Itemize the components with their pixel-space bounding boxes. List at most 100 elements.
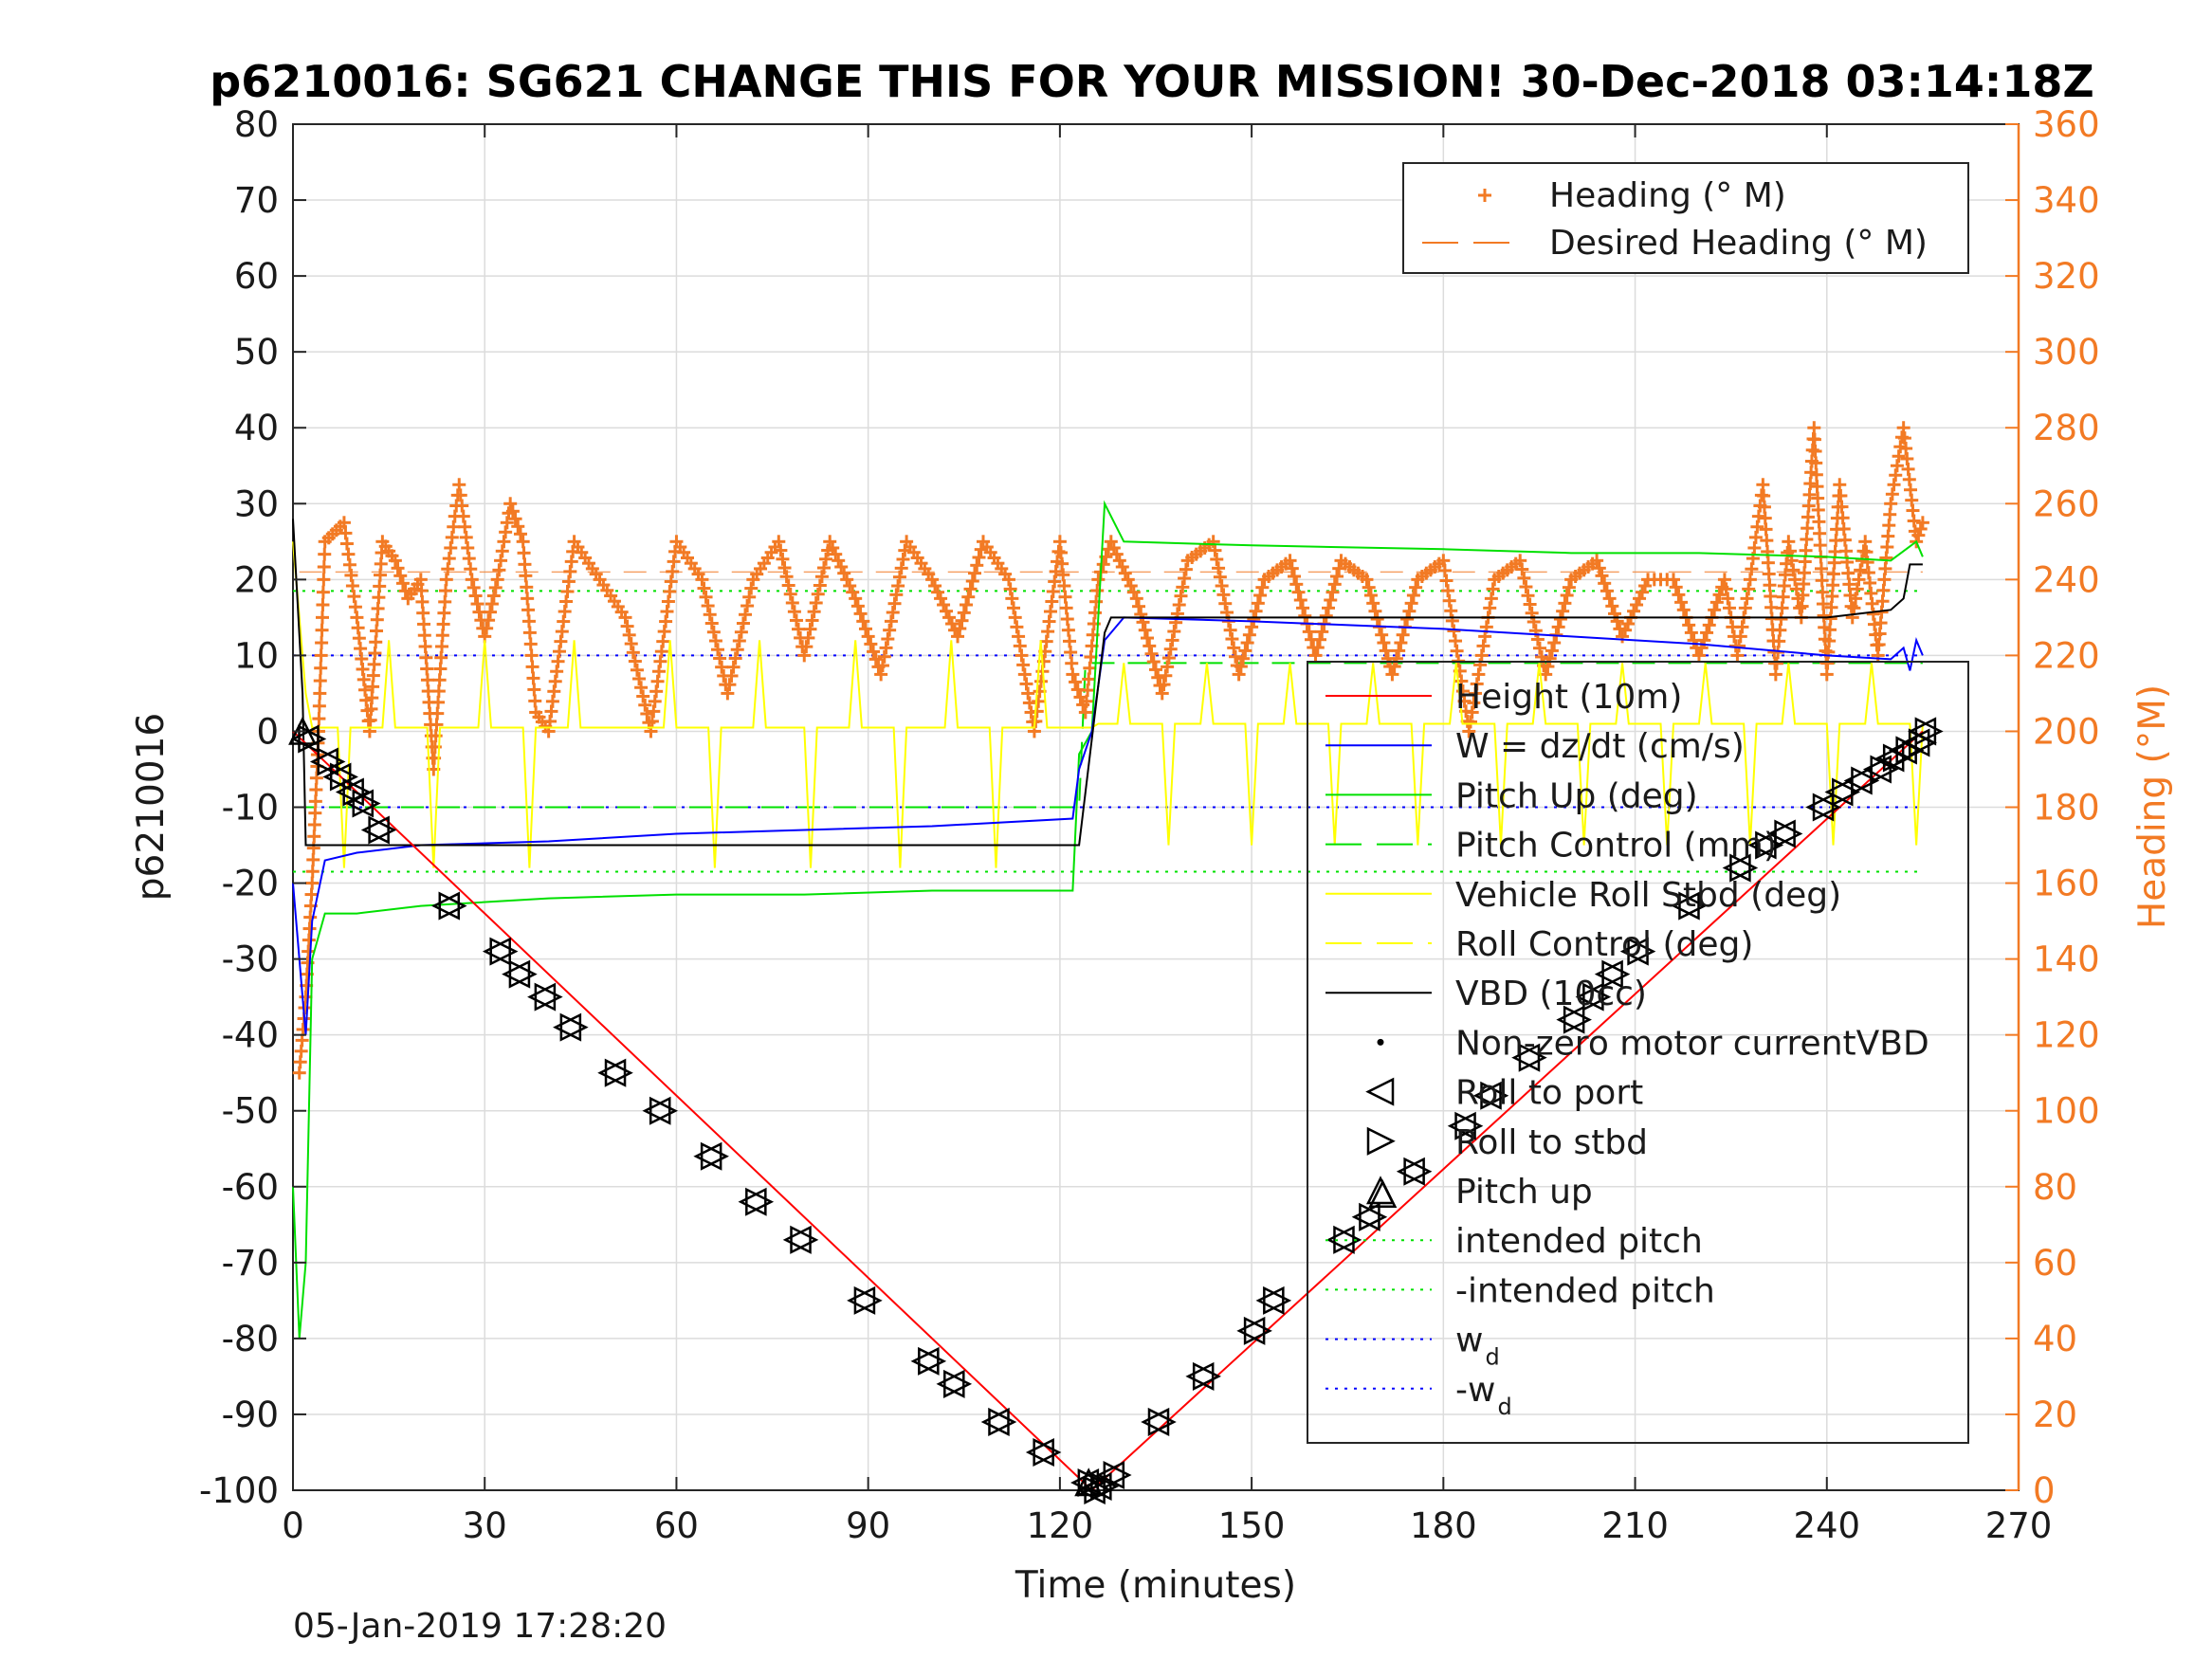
roll-to-stbd-marker xyxy=(1627,937,1656,966)
heading-point xyxy=(699,590,713,604)
heading-point xyxy=(1441,584,1455,598)
heading-point xyxy=(1884,497,1898,511)
heading-point xyxy=(889,588,904,602)
heading-point xyxy=(1761,544,1775,558)
heading-point xyxy=(849,592,863,606)
heading-point xyxy=(1730,648,1745,663)
heading-point xyxy=(742,590,757,604)
roll-to-stbd-marker xyxy=(745,1187,775,1216)
heading-point xyxy=(1850,582,1864,596)
heading-point xyxy=(961,590,976,604)
heading-point xyxy=(1017,667,1032,682)
y-tick-label: 50 xyxy=(234,332,279,373)
legend-main-label: Roll Control (deg) xyxy=(1455,925,1753,964)
heading-point xyxy=(1165,633,1179,647)
heading-point xyxy=(1801,510,1815,524)
heading-point xyxy=(1236,651,1251,665)
heading-point xyxy=(1845,611,1859,625)
heading-point xyxy=(391,561,405,575)
heading-point xyxy=(1543,651,1557,665)
heading-point xyxy=(1400,612,1415,627)
heading-point xyxy=(840,573,854,587)
heading-point xyxy=(1797,577,1811,592)
y-tick-label: -50 xyxy=(222,1091,279,1132)
heading-point xyxy=(1833,478,1847,492)
roll-to-port-marker xyxy=(1805,793,1835,822)
x-tick-label: 180 xyxy=(1410,1505,1477,1546)
heading-point xyxy=(883,623,897,637)
heading-point xyxy=(858,622,872,636)
legend-main-label: Pitch Control (mm) xyxy=(1455,827,1777,866)
heading-point xyxy=(1389,651,1403,665)
legend-main-label: Non-zero motor currentVBD xyxy=(1455,1024,1929,1063)
heading-point xyxy=(373,568,387,582)
heading-point xyxy=(789,613,803,628)
heading-point xyxy=(312,699,326,713)
heading-point xyxy=(887,596,902,611)
heading-point xyxy=(1469,686,1483,701)
heading-point xyxy=(1144,647,1159,661)
heading-point xyxy=(1079,694,1093,708)
y-tick-label: 0 xyxy=(256,711,279,752)
heading-point xyxy=(777,561,792,575)
heading-point xyxy=(1215,579,1229,593)
heading-point xyxy=(1773,623,1787,637)
heading-point xyxy=(803,622,817,636)
roll-to-stbd-marker xyxy=(1359,1202,1388,1231)
roll-to-stbd-marker xyxy=(1263,1285,1292,1315)
heading-point xyxy=(438,594,452,609)
heading-point xyxy=(1709,595,1724,610)
heading-point xyxy=(1811,502,1825,517)
x-tick-label: 30 xyxy=(463,1505,507,1546)
heading-point xyxy=(1700,626,1714,640)
heading-point xyxy=(1069,675,1083,689)
heading-point xyxy=(937,598,951,612)
heading-point xyxy=(813,578,827,592)
heading-point xyxy=(431,695,446,709)
heading-point xyxy=(1824,600,1838,614)
heading-point xyxy=(1740,592,1754,606)
heading-point xyxy=(1600,584,1614,598)
heading-point xyxy=(783,587,797,601)
heading-point xyxy=(928,579,942,593)
heading-point xyxy=(1450,644,1464,658)
heading-point xyxy=(708,633,722,647)
roll-to-port-marker xyxy=(527,982,557,1012)
heading-point xyxy=(1825,589,1839,603)
heading-point xyxy=(1852,573,1866,587)
heading-point xyxy=(307,817,321,831)
heading-point xyxy=(1837,521,1851,536)
heading-point xyxy=(817,561,831,575)
heading-point xyxy=(744,581,759,595)
heading-point xyxy=(1360,573,1374,587)
heading-point xyxy=(1078,705,1092,720)
roll-to-stbd-marker xyxy=(559,1012,589,1042)
legend-main-label: Roll to stbd xyxy=(1455,1123,1648,1162)
heading-point xyxy=(1823,611,1837,626)
heading-point xyxy=(1003,582,1017,596)
heading-series xyxy=(292,421,1929,1080)
roll-to-stbd-marker xyxy=(1454,1111,1484,1140)
heading-point xyxy=(524,648,539,663)
heading-point xyxy=(1021,686,1035,701)
heading-point xyxy=(413,573,428,587)
heading-point xyxy=(1486,582,1500,596)
legend-main-label: Vehicle Roll Stbd (deg) xyxy=(1455,876,1841,915)
heading-point xyxy=(511,520,525,534)
heading-point xyxy=(1676,603,1691,617)
heading-point xyxy=(1054,545,1069,559)
heading-point xyxy=(1216,588,1231,602)
y-tick-label: 40 xyxy=(234,408,279,448)
heading-point xyxy=(1363,589,1378,603)
roll-to-stbd-marker xyxy=(534,982,563,1012)
heading-point xyxy=(370,612,384,627)
heading-point xyxy=(465,573,479,587)
heading-point xyxy=(468,589,483,603)
heading-point xyxy=(1560,589,1574,603)
roll-to-stbd-marker xyxy=(1033,1437,1062,1467)
heading-point xyxy=(419,650,433,665)
legend-main-label: intended pitch xyxy=(1455,1222,1703,1261)
heading-point xyxy=(480,621,494,635)
heading-point xyxy=(1444,604,1458,618)
heading-point xyxy=(968,566,982,580)
